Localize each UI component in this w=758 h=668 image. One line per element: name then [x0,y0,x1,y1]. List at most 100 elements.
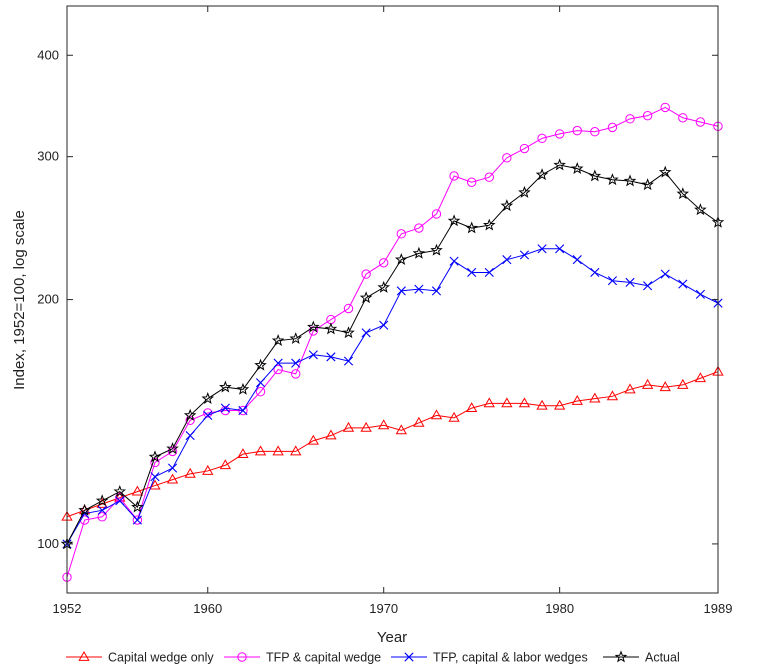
data-point [695,289,705,299]
data-point [254,445,267,456]
data-point [97,512,107,522]
data-point [238,405,248,416]
data-point [502,255,512,265]
data-point [482,218,496,231]
data-point [203,408,213,418]
data-point [607,122,618,133]
data-point [537,133,547,144]
data-point [641,178,654,191]
y-axis-label: Index, 1952=100, log scale [11,210,28,390]
data-point [167,446,178,457]
data-point [379,258,389,268]
data-point [500,199,514,212]
data-point [624,383,636,394]
data-point [361,328,371,338]
data-point [588,169,602,182]
data-point [307,434,319,445]
data-point [343,356,354,366]
data-point [590,127,600,137]
data-point [273,358,283,368]
legend-label: TFP & capital wedge [266,651,381,665]
data-point [166,473,179,484]
series-x [62,244,723,549]
data-point [271,334,285,347]
y-tick-label: 300 [37,149,59,164]
data-point [642,110,653,121]
data-point [502,153,512,163]
data-point [623,174,637,187]
x-axis-label: Year [377,629,407,646]
data-point [203,410,213,420]
data-point [447,214,461,227]
data-point [537,244,547,254]
data-point [572,255,582,265]
data-point [219,459,232,470]
series-circle [62,102,723,582]
data-point [625,277,635,287]
data-point [220,405,231,416]
x-tick-label: 1989 [704,601,733,616]
data-point [219,380,232,393]
data-point [396,286,406,296]
data-point [641,378,654,389]
legend-marker [237,652,247,662]
data-point [202,464,214,475]
legend-item: Actual [603,650,680,665]
data-point [291,358,301,368]
data-point [555,244,565,254]
data-point [519,143,530,154]
data-point [115,496,125,506]
data-point [413,416,425,427]
y-tick-label: 200 [37,292,59,307]
data-point [553,399,566,410]
data-point [185,430,195,441]
data-point [255,387,266,397]
data-point [131,485,144,496]
data-point [359,291,373,304]
x-tick-label: 1970 [369,601,398,616]
data-point [255,378,266,388]
data-point [414,284,424,294]
data-point [360,421,372,432]
legend-item: Capital wedge only [66,651,214,665]
plot-frame [66,5,719,594]
data-point [518,397,531,408]
data-point [676,187,690,200]
data-point [658,165,672,178]
legend-item: TFP & capital wedge [224,651,381,665]
legend: Capital wedge only TFP & capital wedge TFP… [66,650,680,665]
data-point [466,402,478,413]
data-point [535,168,549,181]
legend-label: Actual [645,651,680,665]
data-point [167,463,178,473]
data-point [678,113,688,123]
data-point [272,445,284,456]
data-point [449,256,459,266]
series-line [66,371,719,518]
data-point [466,177,477,187]
data-point [448,411,460,422]
data-point [430,409,443,420]
legend-marker [78,650,90,661]
data-point [590,267,600,278]
data-point [308,350,318,360]
data-point [291,369,301,379]
x-tick-label: 1960 [193,601,222,616]
data-point [572,125,582,136]
data-point [183,408,197,421]
data-point [361,269,371,279]
data-point [184,467,196,478]
data-point [254,358,267,371]
data-point [148,450,162,463]
data-point [430,243,443,256]
data-point [625,114,635,124]
data-point [395,253,408,265]
data-point [131,500,144,513]
legend-marker [614,650,628,663]
legend-label: TFP, capital & labor wedges [433,651,588,665]
y-tick-label: 400 [37,47,59,62]
data-point [326,352,336,362]
data-point [606,173,619,186]
data-point [325,429,337,440]
data-point [695,117,706,127]
